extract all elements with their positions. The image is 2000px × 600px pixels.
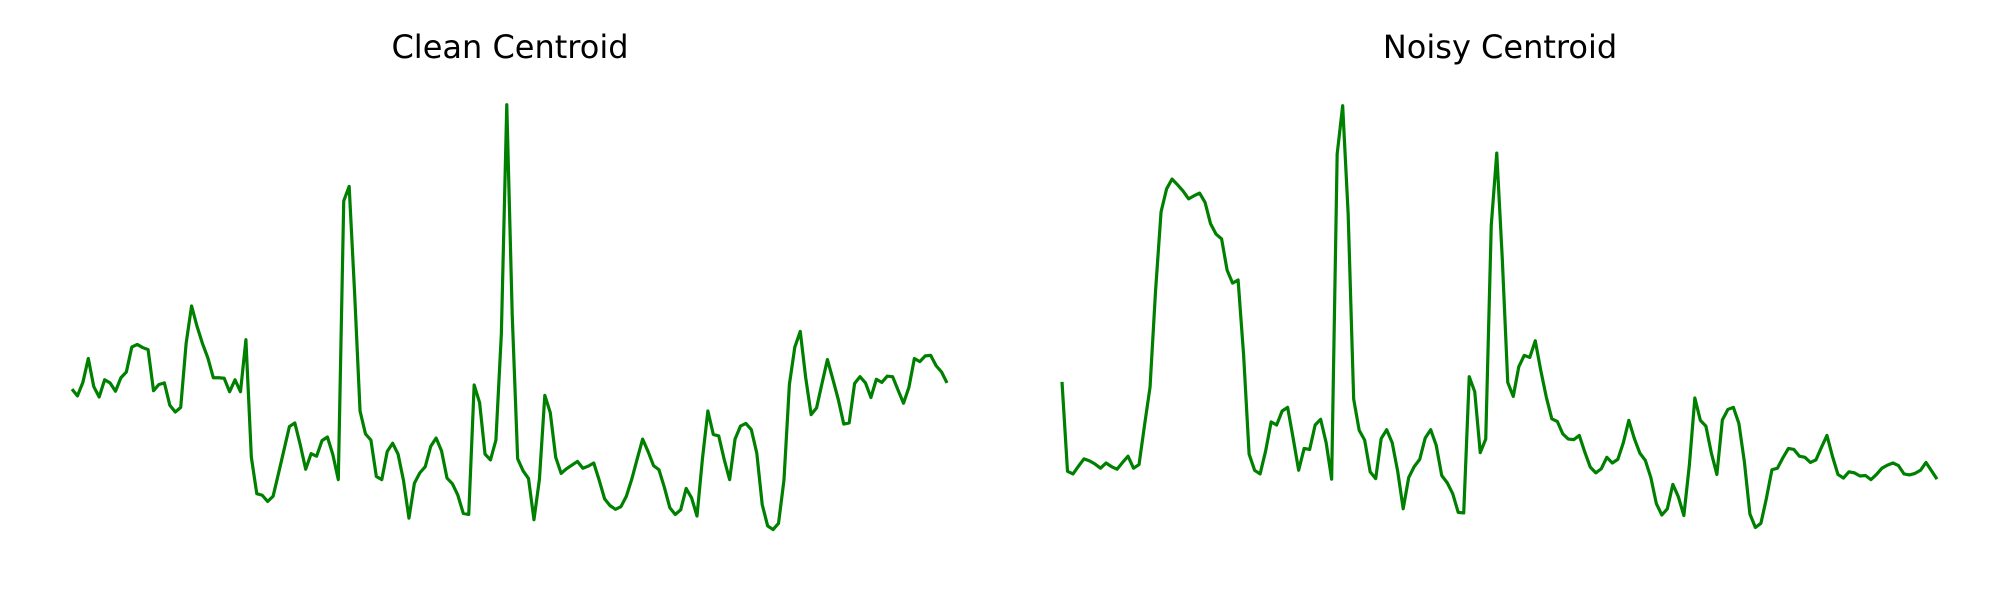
panel-title-clean: Clean Centroid [391,28,628,66]
panel-title-noisy: Noisy Centroid [1383,28,1617,66]
series-line-clean [70,103,949,532]
panel-noisy-centroid: Noisy Centroid [1060,28,1939,530]
panel-clean-centroid: Clean Centroid [70,28,949,532]
series-line-noisy [1060,104,1939,530]
